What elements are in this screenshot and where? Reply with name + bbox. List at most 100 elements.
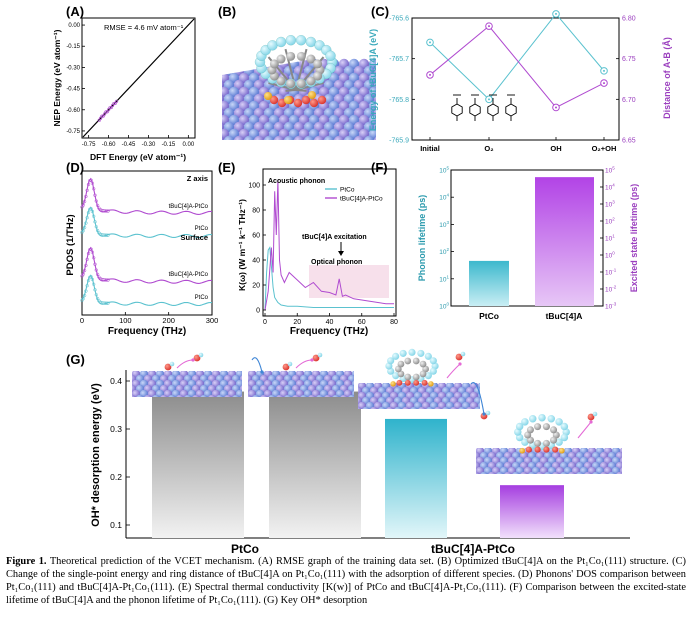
slab-atom	[458, 406, 466, 409]
slab-atom	[429, 401, 439, 409]
slab-atom	[316, 394, 324, 397]
x-tick-label: 40	[326, 319, 334, 326]
y-tick-label: 101	[439, 274, 449, 283]
pdos-point	[82, 293, 87, 298]
c-atom	[552, 431, 560, 439]
pdos-point	[84, 289, 88, 293]
x-tick-label: 60	[358, 319, 366, 326]
arrow-head-icon	[260, 370, 264, 374]
pdos-point	[81, 296, 85, 301]
right-axis-label: Excited state lifetime (ps)	[629, 184, 639, 293]
panel-letter: (B)	[218, 4, 236, 19]
o-atom	[293, 98, 303, 108]
y-tick-label: 6.70	[622, 97, 636, 104]
slab-atom	[360, 370, 368, 378]
slab-atom	[216, 394, 224, 397]
slab-atom	[437, 401, 447, 409]
slab-atom	[379, 87, 389, 97]
h-atom	[429, 357, 437, 365]
slab-atom	[364, 375, 372, 383]
arrow-icon	[251, 357, 263, 373]
pdos-point	[92, 282, 96, 286]
slab-atom	[147, 389, 157, 397]
annotation-acoustic: Acoustic phonon	[268, 178, 325, 185]
x-tick-label: -0.45	[122, 142, 136, 148]
slab-atom	[469, 401, 479, 409]
slab-atom	[195, 389, 205, 397]
c-atom	[534, 439, 542, 447]
y-tick-label: 0.4	[110, 376, 122, 386]
slab-atom	[209, 59, 219, 69]
y-tick-label: -0.15	[66, 44, 80, 50]
slab-atom	[184, 394, 192, 397]
panel-letter: (C)	[371, 4, 389, 19]
slab-atom	[496, 471, 504, 474]
pdos-point	[81, 228, 85, 233]
y-tick-label: 102	[605, 217, 615, 226]
data-point	[100, 114, 104, 118]
panel-a: (A) RMSE = 4.6 mV atom⁻¹ -0.75 -0.60 -0.45…	[52, 4, 196, 162]
benzene-ring	[487, 103, 499, 117]
slab-atom	[209, 73, 219, 83]
slab-atom	[384, 108, 394, 118]
arrow-icon	[577, 421, 592, 439]
pdos-point	[82, 225, 87, 230]
slab-atom	[442, 406, 450, 409]
c-atom	[412, 357, 420, 365]
x-tick-label: O₂+OH	[592, 144, 617, 153]
c-atom	[542, 439, 550, 447]
o-atom	[587, 413, 595, 421]
slab-atom	[353, 135, 365, 140]
pdos-point	[89, 178, 93, 182]
left-axis-label: Energy of tBuC[4]A (eV)	[368, 29, 378, 131]
h-atom	[429, 367, 437, 375]
panel-letter: (D)	[66, 160, 84, 175]
left-tick-labels: -765.6 -765.7 -765.8 -765.9	[389, 16, 409, 145]
slab-atom	[248, 394, 252, 397]
y-tick-label: 105	[439, 166, 449, 175]
c-atom	[550, 426, 558, 434]
bar-excited-lifetime	[535, 177, 594, 306]
right-tick-labels: 6.80 6.75 6.70 6.65	[622, 16, 636, 145]
slab-atom	[576, 471, 584, 474]
arrow-head-icon	[191, 358, 195, 362]
s-atom	[558, 447, 565, 454]
slab-atom	[263, 135, 275, 140]
slab-atom	[222, 65, 225, 77]
bar-phonon-lifetime	[469, 260, 509, 306]
h-atom	[317, 352, 323, 358]
slab-atom	[490, 387, 498, 395]
x-axis-label: Frequency (THz)	[108, 326, 186, 337]
c-atom	[412, 373, 420, 381]
slab-atom	[311, 389, 321, 397]
slab-atom	[476, 459, 477, 463]
h-atom	[555, 438, 563, 446]
pdos-point	[84, 194, 88, 199]
slab-atom	[363, 135, 375, 140]
slab-atom	[176, 394, 184, 397]
bar-desorption-energy	[152, 391, 244, 538]
pdos-point	[106, 278, 110, 282]
slab-atom	[132, 372, 133, 376]
s-atom	[428, 381, 434, 387]
h-atom	[460, 351, 466, 357]
x-tick-label: -0.15	[162, 142, 176, 148]
slab-atom	[520, 471, 528, 474]
x-tick-label: -0.75	[82, 142, 96, 148]
slab-atom	[273, 135, 285, 140]
slab-atom	[410, 406, 418, 409]
slab-atom	[248, 389, 257, 397]
slab-atom	[303, 389, 313, 397]
slab-atom	[208, 394, 216, 397]
x-tick-label: 100	[119, 316, 132, 325]
slab-atom	[379, 129, 389, 139]
h-atom	[521, 438, 529, 446]
slab-atom	[362, 406, 370, 409]
slab-atom	[378, 406, 386, 409]
c-atom	[313, 59, 323, 69]
slab-atom	[552, 471, 560, 474]
panel-e: (E) PtCo tBuC[4]A-PtCo Acoustic phonon t…	[218, 160, 398, 337]
slab-atom	[528, 471, 536, 474]
slab-atom	[490, 397, 498, 405]
